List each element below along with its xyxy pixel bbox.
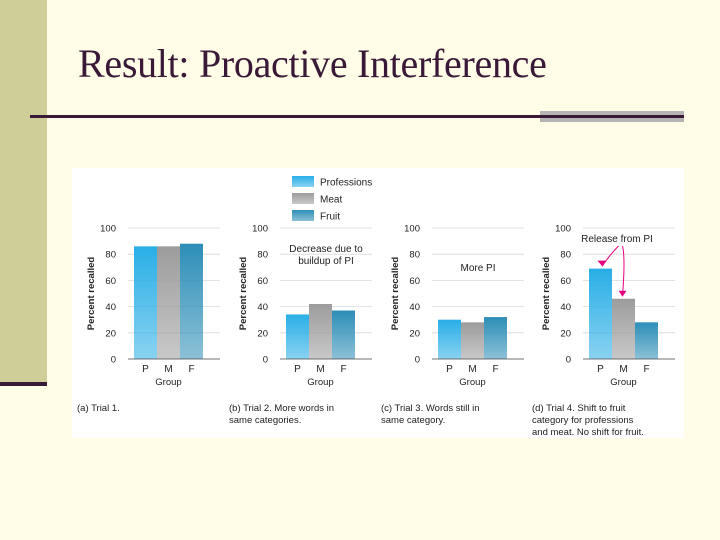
panel-d-annotation-line: Release from PI [581,234,653,245]
legend-swatch-fruit [292,210,314,221]
panel-a-ylabel: Percent recalled [86,257,97,331]
panel-c-ytick-label: 40 [409,302,420,313]
panel-a-xtick-label: F [188,364,194,375]
panel-a-xtick-label: M [164,364,172,375]
panel-a-caption-line: (a) Trial 1. [77,403,120,414]
release-arrowhead-professions [597,260,607,267]
panel-b-ylabel: Percent recalled [238,257,249,331]
panel-c-xtick-label: F [492,364,498,375]
panel-c-xtick-label: M [468,364,476,375]
panel-c-bar-m [461,322,484,359]
legend-label-meat: Meat [320,195,342,206]
slide-left-bar-rule [0,382,47,386]
panel-a-ytick-label: 100 [100,224,116,235]
panel-d-xtick-label: P [597,364,604,375]
panel-c-caption-line: (c) Trial 3. Words still in [381,403,480,414]
panel-d-ytick-label: 40 [560,302,571,313]
panel-b-xtick-label: P [294,364,301,375]
panel-b-ytick-label: 20 [257,328,268,339]
panel-d-ytick-label: 20 [560,328,571,339]
panel-d-xlabel: Group [610,377,636,388]
panel-b-xtick-label: F [340,364,346,375]
panel-b-xtick-label: M [316,364,324,375]
release-arrow-meat [622,245,625,296]
panel-c-ytick-label: 100 [404,224,420,235]
panel-c-ytick-label: 20 [409,328,420,339]
release-arrowhead-meat [618,290,627,297]
panel-a-xtick-label: P [142,364,149,375]
panel-c-ylabel: Percent recalled [390,257,401,331]
panel-d-ylabel: Percent recalled [541,257,552,331]
slide-left-bar [0,0,47,382]
panel-b-ytick-label: 0 [263,355,268,366]
panel-a-bar-m [157,246,180,359]
panel-a-ytick-label: 40 [105,302,116,313]
panel-c-ytick-label: 60 [409,276,420,287]
panel-b-ytick-label: 100 [252,224,268,235]
panel-a-bar-p [134,246,157,359]
panel-d-caption-line: and meat. No shift for fruit. [532,427,644,438]
panel-a-bar-f [180,243,203,359]
panel-d-xtick-label: F [643,364,649,375]
panel-c-ytick-label: 0 [415,355,420,366]
chart-figure: Professions Meat Fruit 0 20 40 60 80 100 P M F Group… [72,168,684,438]
panel-b-xlabel: Group [307,377,333,388]
panel-b-annotation-line: Decrease due to [289,244,363,255]
panel-d-ytick-label: 80 [560,250,571,261]
panel-d-bar-p [589,268,612,359]
panel-d-ytick-label: 60 [560,276,571,287]
panel-d-caption-line: category for professions [532,415,634,426]
panel-a-ytick-label: 20 [105,328,116,339]
panel-c-annotation-line: More PI [460,263,495,274]
panel-b-ytick-label: 40 [257,302,268,313]
panel-d-ytick-label: 0 [566,355,571,366]
panel-b-ytick-label: 60 [257,276,268,287]
legend-label-professions: Professions [320,178,372,189]
panel-a-xlabel: Group [155,377,181,388]
legend-swatch-meat [292,193,314,204]
panel-c-bar-f [484,317,507,359]
slide-title: Result: Proactive Interference [78,41,547,86]
panel-c-xtick-label: P [446,364,453,375]
panel-d-xtick-label: M [619,364,627,375]
title-rule [30,115,684,118]
panel-d-ytick-label: 100 [555,224,571,235]
chart-svg: Professions Meat Fruit 0 20 40 60 80 100 P M F Group… [77,176,675,438]
panel-c-xlabel: Group [459,377,485,388]
legend-label-fruit: Fruit [320,212,340,223]
panel-d-caption-line: (d) Trial 4. Shift to fruit [532,403,626,414]
panel-c-caption-line: same category. [381,415,445,426]
panel-b-bar-m [309,303,332,359]
panel-d-bar-f [635,322,658,359]
panel-b-caption-line: same categories. [229,415,301,426]
panel-b-bar-p [286,314,309,359]
panel-a-ytick-label: 0 [111,355,116,366]
panel-b-ytick-label: 80 [257,250,268,261]
legend-swatch-professions [292,176,314,187]
panel-b-annotation-line: buildup of PI [298,256,354,267]
panel-a-ytick-label: 80 [105,250,116,261]
panel-d-bar-m [612,298,635,359]
panel-a-ytick-label: 60 [105,276,116,287]
panel-b-bar-f [332,310,355,359]
panel-c-ytick-label: 80 [409,250,420,261]
panel-b-caption-line: (b) Trial 2. More words in [229,403,334,414]
panel-c-bar-p [438,319,461,359]
